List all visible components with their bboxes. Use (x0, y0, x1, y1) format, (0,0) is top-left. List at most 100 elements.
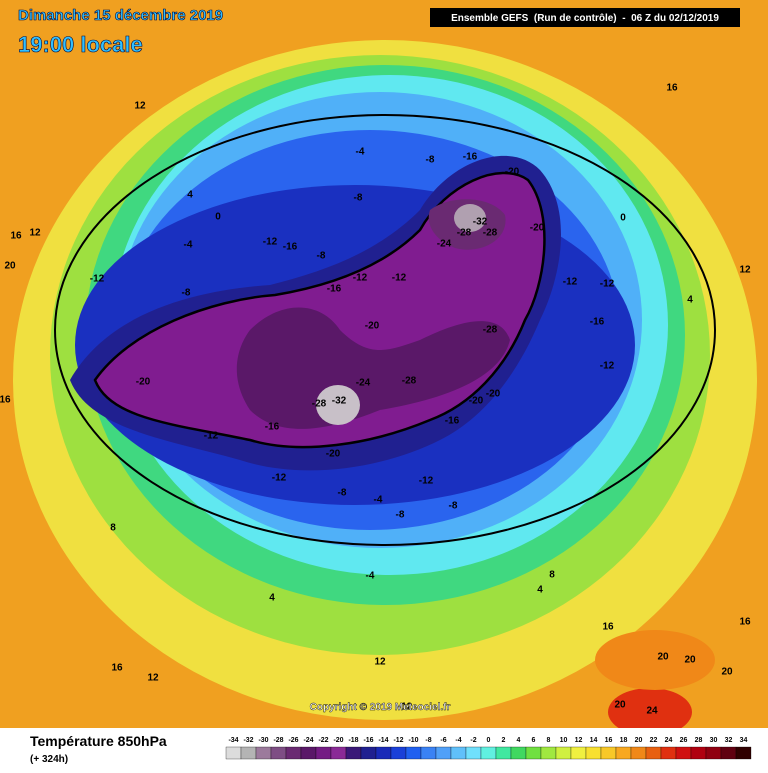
contour-label: -28 (483, 325, 498, 336)
contour-label: 0 (215, 212, 221, 223)
contour-label: 8 (110, 523, 116, 534)
contour-label: 4 (537, 585, 543, 596)
time-title: 19:00 locale (18, 32, 143, 57)
legend-label: -4 (455, 737, 461, 744)
legend-swatch (495, 746, 512, 760)
run-info: Ensemble GEFS (Run de contrôle) - 06 Z d… (451, 13, 719, 24)
legend-swatch (435, 746, 452, 760)
legend-label: -6 (440, 737, 446, 744)
contour-label: -16 (283, 242, 298, 253)
contour-label: 24 (646, 706, 658, 717)
legend-swatch (630, 746, 647, 760)
legend-label: -24 (303, 737, 313, 744)
legend-label: -30 (258, 737, 268, 744)
contour-label: -8 (338, 488, 347, 499)
contour-label: -12 (90, 274, 105, 285)
map-contour (54, 114, 716, 546)
legend-label: 20 (635, 737, 643, 744)
contour-label: -20 (136, 377, 151, 388)
legend-swatch (330, 746, 347, 760)
contour-label: -16 (445, 416, 460, 427)
legend-swatch (735, 746, 752, 760)
contour-label: -28 (483, 228, 498, 239)
legend-label: 10 (560, 737, 568, 744)
map-field (595, 630, 715, 690)
legend-swatch (585, 746, 602, 760)
legend-label: 28 (695, 737, 703, 744)
legend-label: 18 (620, 737, 628, 744)
legend-swatch (690, 746, 707, 760)
legend-swatch (375, 746, 392, 760)
contour-label: -12 (563, 277, 578, 288)
contour-label: -8 (449, 501, 458, 512)
contour-label: -8 (396, 510, 405, 521)
legend-swatch (570, 746, 587, 760)
legend-label: 22 (650, 737, 658, 744)
legend-swatch (345, 746, 362, 760)
map-field (608, 688, 692, 736)
legend-label: 6 (532, 737, 536, 744)
legend-label: -26 (288, 737, 298, 744)
contour-label: 16 (10, 231, 22, 242)
contour-label: -20 (365, 321, 380, 332)
legend-label: -18 (348, 737, 358, 744)
contour-label: 16 (0, 395, 11, 406)
contour-label: -28 (457, 228, 472, 239)
legend-swatch (420, 746, 437, 760)
legend-label: 34 (740, 737, 748, 744)
contour-label: 8 (549, 570, 555, 581)
contour-label: 12 (374, 657, 386, 668)
contour-label: -4 (184, 240, 193, 251)
legend-label: 14 (590, 737, 598, 744)
legend-label: -12 (393, 737, 403, 744)
legend-label: 30 (710, 737, 718, 744)
contour-label: 16 (602, 622, 614, 633)
legend-label: -34 (228, 737, 238, 744)
legend-swatch (720, 746, 737, 760)
legend-label: 4 (517, 737, 521, 744)
legend-label: -8 (425, 737, 431, 744)
contour-label: -16 (327, 284, 342, 295)
legend-label: 2 (502, 737, 506, 744)
legend-label: 26 (680, 737, 688, 744)
contour-label: 12 (147, 673, 159, 684)
legend-swatch (285, 746, 302, 760)
legend-swatch (480, 746, 497, 760)
contour-label: -16 (463, 152, 478, 163)
legend-swatch (525, 746, 542, 760)
date-title: Dimanche 15 décembre 2019 (18, 7, 223, 24)
legend: -34 -32 -30 -28 -26 -24 -22 -20 -18 -16 -14 -12 -10-… (225, 737, 752, 760)
contour-label: -28 (312, 399, 327, 410)
contour-label: 12 (134, 101, 146, 112)
contour-label: -8 (426, 155, 435, 166)
contour-label: -12 (419, 476, 434, 487)
contour-label: -12 (600, 361, 615, 372)
legend-label: -28 (273, 737, 283, 744)
legend-swatch (315, 746, 332, 760)
copyright: Copyright © 2019 Meteociel.fr (310, 702, 451, 713)
legend-swatch (255, 746, 272, 760)
legend-swatch (465, 746, 482, 760)
legend-swatch (510, 746, 527, 760)
legend-label: -32 (243, 737, 253, 744)
legend-swatch (450, 746, 467, 760)
legend-label: -16 (363, 737, 373, 744)
contour-label: 20 (4, 261, 16, 272)
legend-swatch (270, 746, 287, 760)
contour-label: -16 (590, 317, 605, 328)
contour-label: -20 (486, 389, 501, 400)
legend-swatch (615, 746, 632, 760)
contour-label: -12 (600, 279, 615, 290)
contour-label: -20 (505, 167, 520, 178)
contour-label: -12 (272, 473, 287, 484)
map-field (236, 307, 510, 429)
contour-label: -32 (473, 217, 488, 228)
legend-swatch (225, 746, 242, 760)
legend-swatch (390, 746, 407, 760)
contour-label: -4 (374, 495, 383, 506)
legend-label: -20 (333, 737, 343, 744)
legend-swatch (675, 746, 692, 760)
contour-label: -28 (402, 376, 417, 387)
contour-label: 4 (687, 295, 693, 306)
